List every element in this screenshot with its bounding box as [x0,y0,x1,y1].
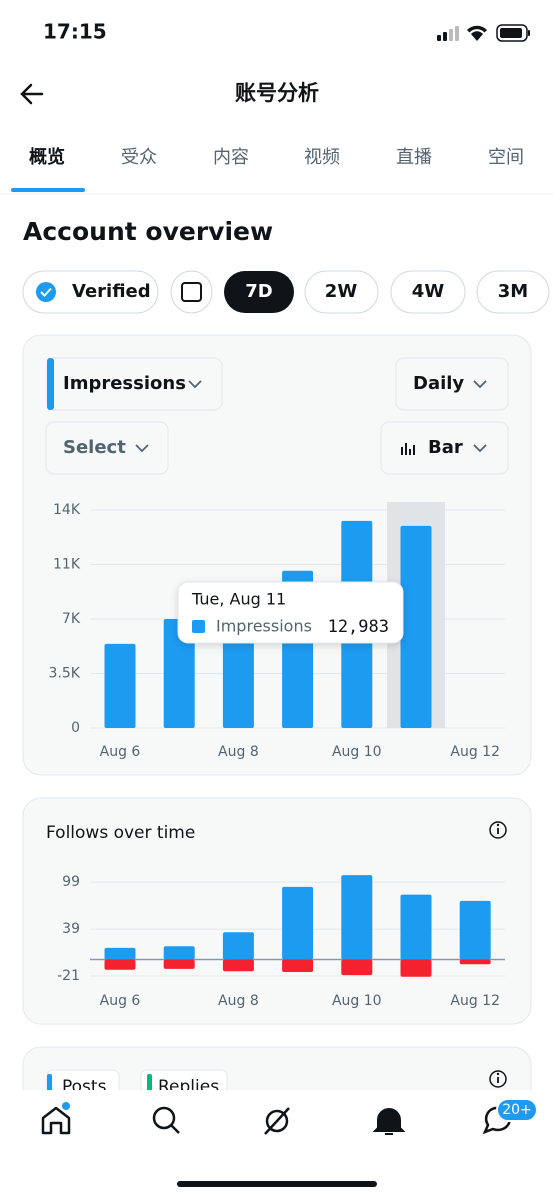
style-dropdown[interactable] [380,421,509,475]
bell-icon[interactable] [372,1108,406,1135]
grok-icon[interactable] [264,1107,290,1135]
filter-label[interactable]: 7D [245,281,272,302]
header-title: 账号分析 [235,81,319,105]
chevron [473,380,487,389]
bar [400,959,432,977]
chart-title: Follows over time [46,823,195,843]
verified-icon [36,282,56,302]
tab[interactable]: 概览 [29,146,65,168]
bar [341,959,373,976]
x-tick-label: Aug 6 [100,744,141,760]
tab-bar: 概览 受众 内容 视频 直播 空间 [29,146,524,168]
x-tick-label: Aug 10 [332,993,382,1009]
follows-chart: -21 39 99 Aug 6 Aug 8 Aug 10 Aug 12 [57,874,505,1009]
y-tick-label: 11K [53,557,81,573]
bar [104,959,136,970]
bar [163,959,195,969]
check [40,287,52,297]
x-tick-label: Aug 8 [218,744,259,760]
info-icon[interactable] [489,1070,507,1088]
bar [104,643,136,728]
compare-dropdown[interactable] [45,421,169,475]
bar [400,525,432,728]
bar [341,875,373,960]
badge [496,1098,538,1122]
tooltip-swatch [192,620,205,633]
dropdown-label[interactable]: Impressions [63,373,186,394]
filter-chip[interactable] [22,270,159,314]
tab[interactable]: 空间 [488,147,524,168]
filter-label[interactable]: 3M [498,281,528,302]
notification-dot [62,1102,70,1110]
bar [282,886,314,960]
section-title: Account overview [23,217,273,246]
filter-row: Verified 7D 2W 4W 3M [22,270,550,314]
home-icon[interactable] [41,1106,71,1135]
chevron [135,444,149,453]
bar [400,894,432,960]
tab[interactable]: 受众 [121,147,157,168]
x-tick-label: Aug 12 [450,744,500,760]
bar [104,947,136,960]
tooltip-title: Tue, Aug 11 [191,590,286,609]
chip-color [147,1074,152,1094]
back-button[interactable] [20,83,44,105]
dropdown-label[interactable]: Select [63,437,126,458]
bar [282,959,314,973]
y-tick-label: 0 [71,720,80,736]
calendar-icon [181,282,202,302]
dropdown-label[interactable]: Bar [428,437,463,458]
bar-icon [401,443,415,455]
bar [459,900,491,960]
bar [222,932,254,960]
impressions-chart: 0 3.5K 7K 11K 14K Aug 6 Aug 8 Aug 10 Aug 12 Tue, … [49,502,505,760]
chevron [473,444,487,453]
badge-count: 20+ [502,1102,532,1118]
tooltip-value: 12,983 [328,617,389,637]
tab[interactable]: 直播 [396,147,432,168]
bar [163,946,195,960]
x-tick-label: Aug 8 [218,993,259,1009]
filter-chip-selected[interactable] [224,271,294,313]
interval-dropdown[interactable] [395,357,509,411]
info-icon[interactable] [489,821,507,839]
x-tick-label: Aug 10 [332,744,382,760]
bar [459,959,491,965]
y-tick-label: 3.5K [49,666,81,682]
tooltip [177,581,404,644]
filter-chip[interactable] [390,270,466,314]
calendar-chip[interactable] [170,270,213,314]
filter-label[interactable]: 2W [325,281,358,302]
tab[interactable]: 内容 [213,147,249,168]
x-tick-label: Aug 6 [100,993,141,1009]
y-tick-label: -21 [57,968,80,984]
y-tick-label: 39 [62,921,80,937]
filter-chip[interactable] [304,270,379,314]
search-icon[interactable] [152,1106,180,1134]
y-tick-label: 7K [62,611,81,627]
tab-indicator [11,188,85,192]
filter-chip[interactable] [476,270,550,314]
home-indicator [177,1181,377,1187]
filter-label[interactable]: 4W [412,281,445,302]
bar [222,637,254,728]
metric-color [47,358,54,410]
status-time: 17:15 [43,20,107,44]
bar [163,619,195,728]
y-tick-label: 14K [53,502,81,518]
status-icons [437,24,530,42]
dropdown-label[interactable]: Daily [413,373,464,394]
filter-label[interactable]: Verified [72,281,151,302]
tooltip-series: Impressions [216,617,312,636]
bar [222,959,254,972]
x-tick-label: Aug 12 [450,993,500,1009]
tab[interactable]: 视频 [304,147,340,168]
y-tick-label: 99 [62,874,80,890]
bottom-nav [0,1090,554,1199]
chevron [188,380,202,389]
chip-color [47,1074,52,1094]
